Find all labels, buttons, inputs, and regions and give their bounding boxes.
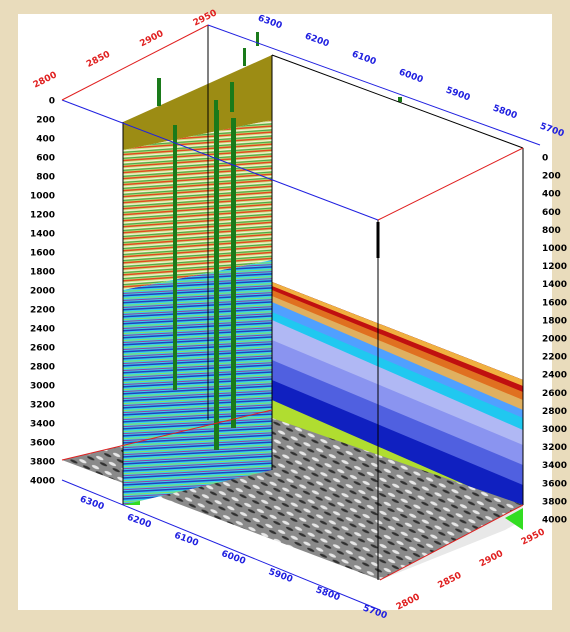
- seismic-upper: [123, 120, 272, 290]
- axis-label: 3400: [30, 420, 55, 430]
- axis-label: 0: [542, 154, 548, 164]
- axis-label: 1800: [542, 316, 567, 326]
- axis-label: 1200: [30, 211, 55, 221]
- axis-label: 1800: [30, 268, 55, 278]
- axis-label: 1600: [542, 298, 567, 308]
- axis-label: 200: [36, 116, 55, 126]
- axis-label: 2200: [30, 306, 55, 316]
- axis-label: 800: [36, 173, 55, 183]
- axis-label: 3800: [30, 458, 55, 468]
- axis-label: 400: [542, 190, 561, 200]
- page: 0200400600800100012001400160018002000220…: [0, 0, 570, 632]
- axis-label: 2800: [30, 363, 55, 373]
- axis-label: 2400: [30, 325, 55, 335]
- axis-label: 1400: [542, 280, 567, 290]
- seismic-lower: [123, 260, 272, 505]
- axis-label: 3600: [542, 479, 567, 489]
- axis-label: 1200: [542, 262, 567, 272]
- axis-label: 4000: [30, 477, 55, 487]
- axis-label: 2800: [542, 407, 567, 417]
- axis-label: 1400: [30, 230, 55, 240]
- axis-label: 3400: [542, 461, 567, 471]
- axis-label: 4000: [542, 516, 567, 526]
- axis-label: 3200: [542, 443, 567, 453]
- axis-label: 1000: [30, 192, 55, 202]
- axis-label: 2600: [30, 344, 55, 354]
- axis-label: 3000: [30, 382, 55, 392]
- axis-label: 3200: [30, 401, 55, 411]
- axis-label: 800: [542, 226, 561, 236]
- axis-label: 0: [49, 97, 55, 107]
- axis-label: 2200: [542, 353, 567, 363]
- axis-label: 400: [36, 135, 55, 145]
- axis-label: 3000: [542, 425, 567, 435]
- axis-label: 2600: [542, 389, 567, 399]
- axis-label: 3600: [30, 439, 55, 449]
- axis-label: 2000: [542, 335, 567, 345]
- axis-label: 3800: [542, 497, 567, 507]
- axis-label: 600: [542, 208, 561, 218]
- axis-label: 200: [542, 172, 561, 182]
- axis-label: 2000: [30, 287, 55, 297]
- axis-label: 1000: [542, 244, 567, 254]
- axis-label: 2400: [542, 371, 567, 381]
- axis-label: 1600: [30, 249, 55, 259]
- axis-label: 600: [36, 154, 55, 164]
- viewer: 0200400600800100012001400160018002000220…: [0, 0, 570, 632]
